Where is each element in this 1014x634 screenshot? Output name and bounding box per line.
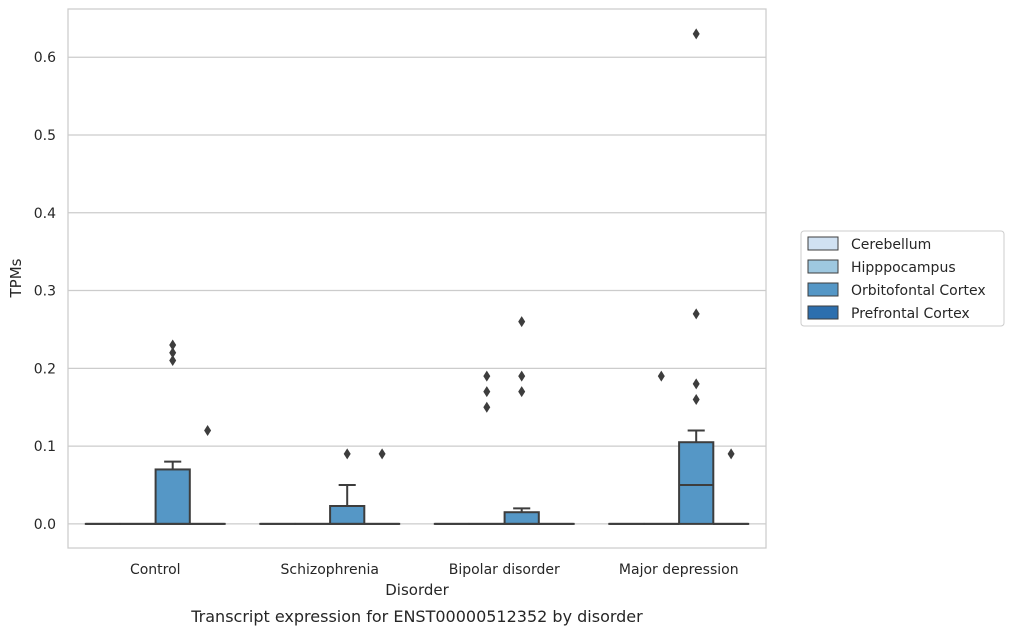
outlier-3-2-0: [692, 378, 700, 390]
outlier-2-2-1: [518, 386, 526, 398]
outlier-0-2-0: [169, 355, 177, 367]
outlier-2-2-0: [518, 370, 526, 382]
y-tick-label-6: 0.6: [34, 50, 56, 66]
outlier-0-2-1: [169, 347, 177, 359]
box-body-2-2: [503, 511, 540, 525]
legend-swatch-1: [807, 259, 839, 274]
box-3-2: [678, 28, 715, 525]
outlier-3-3-0: [727, 448, 735, 460]
outlier-0-3-0: [204, 425, 212, 437]
x-tick-label-0: Control: [130, 562, 181, 578]
outlier-2-2-2: [518, 316, 526, 328]
box-body-1-2: [329, 505, 366, 525]
box-body-0-2: [154, 468, 191, 525]
y-tick-label-3: 0.3: [34, 284, 56, 300]
box-0-3: [189, 425, 226, 525]
y-axis-label: TPMs: [7, 258, 25, 298]
x-tick-label-2: Bipolar disorder: [449, 562, 560, 578]
box-1-2: [329, 448, 366, 525]
outlier-3-2-3: [692, 28, 700, 40]
box-3-3: [712, 448, 750, 525]
legend-label-3: Prefrontal Cortex: [851, 306, 970, 322]
y-tick-label-4: 0.4: [34, 206, 56, 222]
outlier-1-3-0: [378, 448, 386, 460]
chart-caption: Transcript expression for ENST0000051235…: [190, 607, 643, 626]
outlier-3-2-2: [692, 308, 700, 320]
legend: Cerebellum Hipppocampus Orbitofontal Corte…: [800, 230, 1005, 327]
box-body-3-2: [678, 441, 715, 525]
legend-label-0: Cerebellum: [851, 237, 931, 253]
x-axis-label: Disorder: [385, 581, 449, 599]
outlier-3-1-0: [657, 370, 665, 382]
y-tick-label-2: 0.2: [34, 361, 56, 377]
boxes: [84, 28, 750, 525]
outlier-0-2-2: [169, 339, 177, 351]
box-0-2: [154, 339, 191, 525]
x-tick-label-1: Schizophrenia: [281, 562, 379, 578]
y-tick-label-1: 0.1: [34, 439, 56, 455]
x-tick-labels: Control Schizophrenia Bipolar disorder Majo…: [130, 562, 739, 578]
y-tick-label-5: 0.5: [34, 128, 56, 144]
box-2-1: [468, 370, 505, 525]
legend-frame: [800, 230, 1005, 327]
outlier-2-1-0: [483, 386, 491, 398]
legend-swatch-0: [807, 236, 839, 251]
outlier-1-2-0: [343, 448, 351, 460]
outlier-2-1-1: [483, 401, 491, 413]
box-2-2: [503, 316, 540, 525]
plot-frame: [67, 8, 767, 549]
outlier-3-2-1: [692, 393, 700, 405]
legend-swatch-2: [807, 282, 839, 297]
plot-area: [68, 9, 766, 548]
outlier-2-1-2: [483, 370, 491, 382]
y-tick-labels: 0.0 0.1 0.2 0.3 0.4 0.5 0.6: [34, 50, 56, 533]
legend-label-2: Orbitofontal Cortex: [851, 283, 986, 299]
legend-label-1: Hipppocampus: [851, 260, 956, 276]
x-tick-label-3: Major depression: [619, 562, 739, 578]
y-tick-label-0: 0.0: [34, 517, 56, 533]
legend-swatch-3: [807, 305, 839, 320]
box-1-3: [363, 448, 401, 525]
